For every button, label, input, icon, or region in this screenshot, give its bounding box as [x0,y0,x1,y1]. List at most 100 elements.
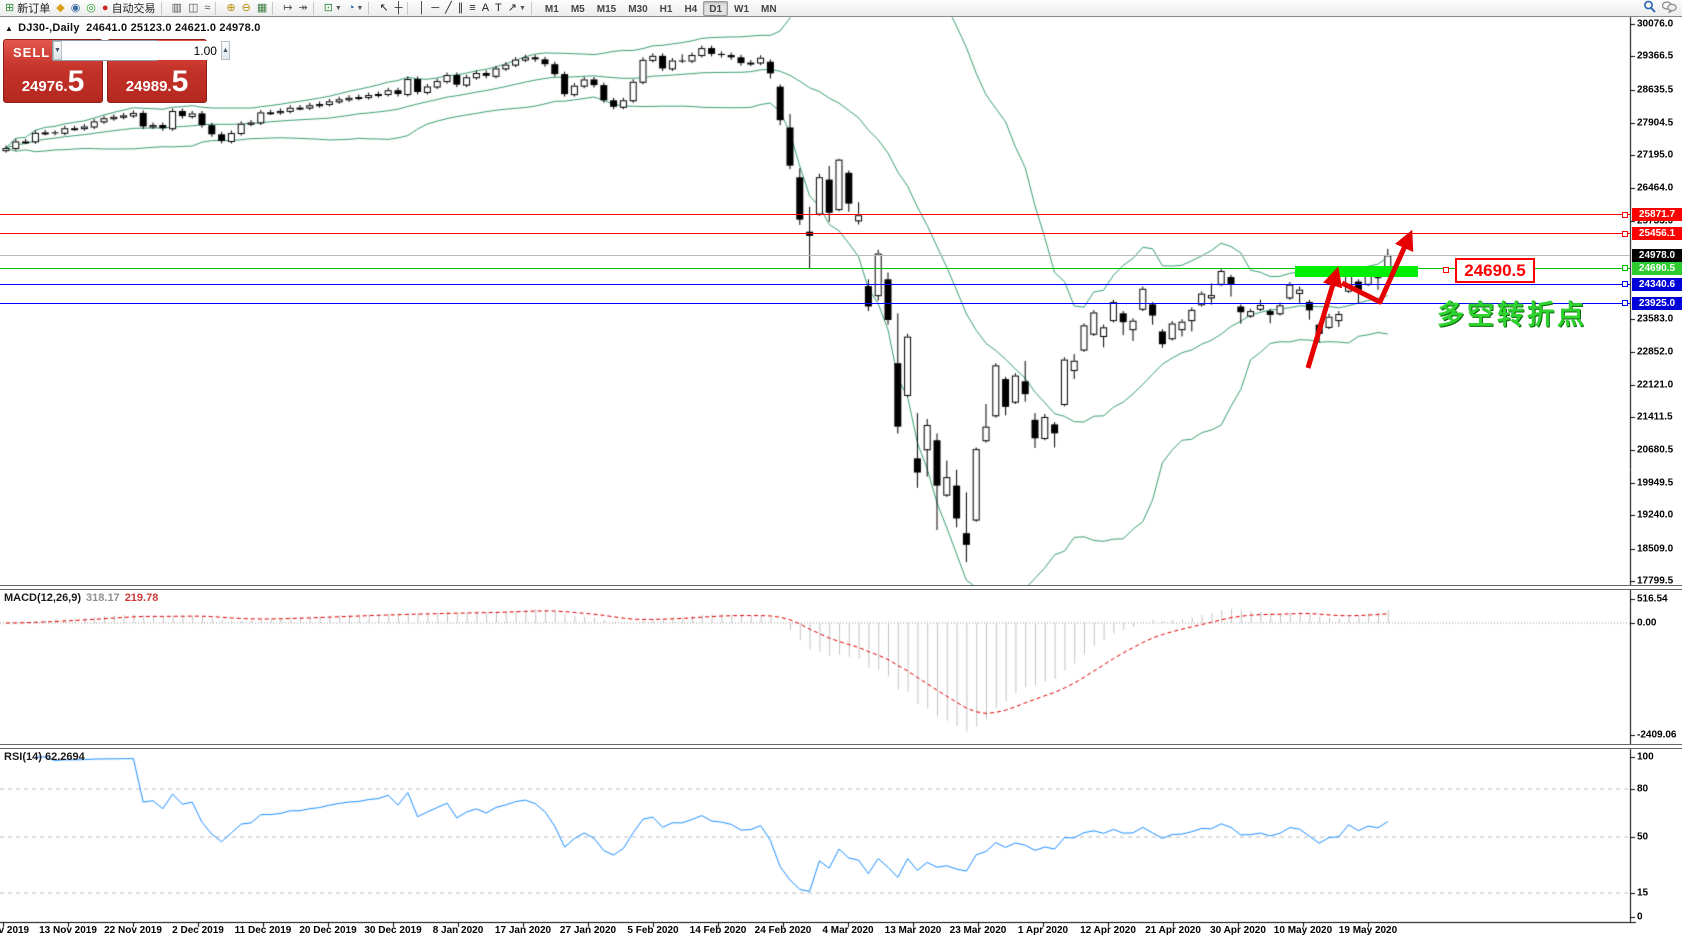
macd-panel-splitter[interactable] [0,585,1682,590]
toolbar-separator [272,1,277,15]
date-axis-label: 10 May 2020 [1273,925,1333,936]
macd-signal-value: 219.78 [124,592,159,604]
toolbar-group-chart-modes: ▥ ◫ ≈ [169,1,214,16]
chevron-down-icon[interactable]: ▼ [518,4,526,12]
auto-scroll-button[interactable]: ↦ [280,1,295,16]
bar-chart-icon: ▥ [171,1,182,14]
toolbar-group-draw-tools: │ ─ ╱ ∥ ≡ A T ↗ ▼ [415,1,528,16]
trendline-button[interactable]: ╱ [442,1,455,16]
text-label-button[interactable]: T [492,1,505,16]
fibonacci-button[interactable]: ≡ [466,1,478,16]
vertical-line-button[interactable]: │ [415,1,428,16]
price-axis-tick: 30076.0 [1637,18,1674,30]
horizontal-line-button[interactable]: ─ [428,1,442,16]
line-handle[interactable] [1622,281,1628,288]
horizontal-line-24690.5[interactable] [0,267,1630,269]
price-axis-tick: 22121.0 [1637,379,1674,391]
volume-stepper: ▼ ▲ [52,40,230,61]
turning-point-annotation[interactable]: 多空转折点 [1437,300,1587,330]
toolbar-group-objects-add: ⊡ ▼ ◔ ▼ [321,1,367,16]
search-button[interactable] [1640,0,1659,16]
autotrading-icon: ● [101,1,109,14]
timeframe-m30-button[interactable]: M30 [628,3,648,15]
new-order-label: 新订单 [17,3,51,15]
cursor-button[interactable]: ↖ [376,1,391,16]
tile-windows-button[interactable]: ▦ [254,1,270,16]
arrows-tool-icon: ↗ [507,1,517,14]
timeframe-d1-button[interactable]: D1 [703,0,729,16]
text-button[interactable]: A [479,1,492,16]
volume-increase-button[interactable]: ▲ [220,41,230,60]
horizontal-line-24340.6[interactable] [0,283,1630,285]
channel-button[interactable]: ∥ [455,1,467,16]
timeframe-mn-button[interactable]: MN [761,3,777,15]
date-axis-label: 27 Jan 2020 [559,925,617,936]
volume-input[interactable] [61,41,221,60]
line-chart-button[interactable]: ≈ [201,1,213,16]
zoom-in-icon: ⊕ [226,1,236,14]
rsi-axis-tick: 80 [1637,783,1649,795]
market-watch-button[interactable]: ◆ [53,1,67,16]
line-handle[interactable] [1622,265,1628,272]
price-axis-tick: 23583.0 [1637,313,1674,325]
crosshair-button[interactable]: ┼ [392,1,406,16]
timeframe-h1-button[interactable]: H1 [659,3,673,15]
support-zone-highlight[interactable] [1295,266,1418,277]
chart-shift-icon: ↠ [298,1,308,14]
date-axis-label: 21 Apr 2020 [1145,925,1201,936]
one-click-collapse-icon[interactable]: ▲ [5,24,14,33]
date-axis-label: 11 Dec 2019 [234,925,292,936]
chat-button[interactable] [1659,0,1680,16]
line-handle[interactable] [1622,300,1628,307]
period-button[interactable]: ◔ ▼ [345,1,367,16]
tile-windows-icon: ▦ [256,1,268,14]
chevron-down-icon[interactable]: ▼ [334,4,342,12]
cursor-icon: ↖ [379,1,389,14]
date-axis-label: 14 Feb 2020 [689,925,747,936]
signals-button[interactable]: ◎ [83,1,99,16]
auto-scroll-icon: ↦ [283,1,293,14]
zoom-in-button[interactable]: ⊕ [223,1,238,16]
toolbar-separator [530,1,536,15]
candlestick-button[interactable]: ◫ [185,1,201,16]
timeframe-m5-button[interactable]: M5 [570,3,585,15]
timeframe-m15-button[interactable]: M15 [596,3,617,15]
new-chart-button[interactable]: ⊡ ▼ [321,1,345,16]
horizontal-line-23925[interactable] [0,302,1630,304]
chart-shift-button[interactable]: ↠ [295,1,310,16]
line-handle[interactable] [1622,230,1628,237]
autotrading-button[interactable]: ● 自动交易 [99,1,159,16]
zoom-out-button[interactable]: ⊖ [239,1,254,16]
arrows-tool-button[interactable]: ↗ ▼ [505,1,529,16]
macd-axis-tick: 0.00 [1637,617,1657,629]
zone-label-anchor[interactable] [1443,267,1449,273]
crosshair-icon: ┼ [394,1,403,14]
horizontal-line-24978[interactable] [0,254,1630,256]
candlestick-icon: ◫ [187,1,199,14]
rsi-axis-tick: 15 [1637,887,1649,899]
timeframe-m1-button[interactable]: M1 [544,3,559,15]
date-axis-label: 2 Dec 2019 [172,925,224,936]
market-watch-icon: ◆ [56,1,65,14]
price-badge-25871.7: 25871.7 [1632,208,1682,222]
timeframe-h4-button[interactable]: H4 [684,3,698,15]
macd-axis-tick: 516.54 [1637,593,1668,605]
volume-decrease-button[interactable]: ▼ [53,41,62,60]
chevron-down-icon[interactable]: ▼ [356,4,364,12]
toolbar-group-zoom: ⊕ ⊖ ▦ [223,1,270,16]
line-chart-icon: ≈ [204,1,211,14]
horizontal-line-25871.7[interactable] [0,214,1630,216]
timeframe-w1-button[interactable]: W1 [734,3,750,15]
community-button[interactable]: ◉ [68,1,84,16]
community-icon: ◉ [70,1,81,14]
new-order-button[interactable]: ⊞ 新订单 [2,1,53,16]
bar-chart-button[interactable]: ▥ [169,1,185,16]
horizontal-line-25456.1[interactable] [0,233,1630,235]
rsi-panel-splitter[interactable] [0,744,1682,749]
toolbar-separator [160,1,166,15]
line-handle[interactable] [1622,211,1628,218]
trendline-icon: ╱ [445,1,452,14]
toolbar-group-scroll: ↦ ↠ [280,1,310,16]
zone-price-label[interactable]: 24690.5 [1455,258,1535,283]
